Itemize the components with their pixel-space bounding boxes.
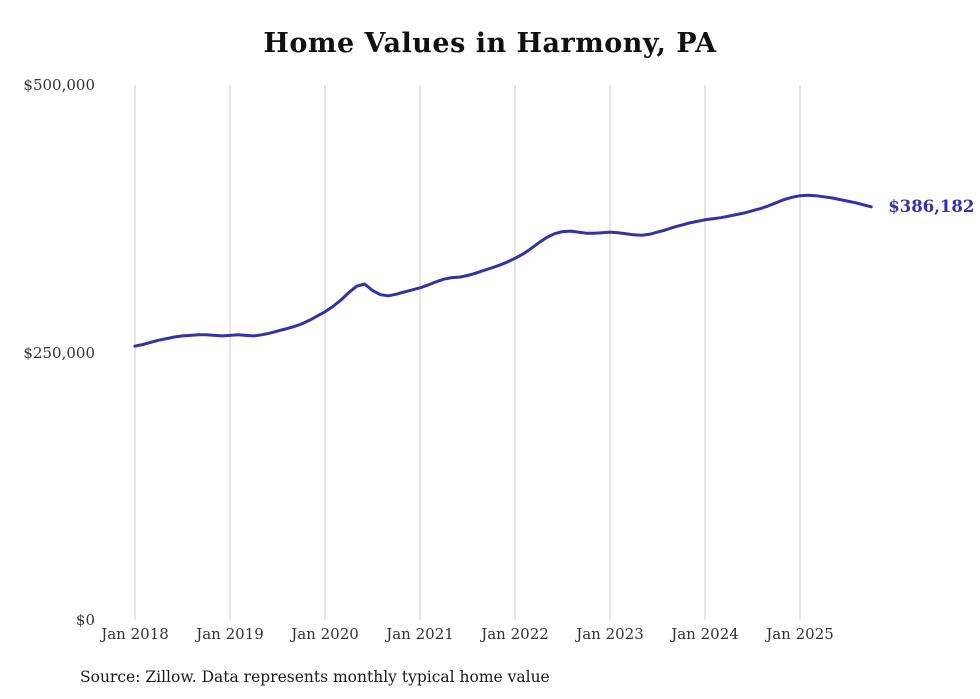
home-value-line bbox=[133, 193, 873, 348]
x-tick-label: Jan 2019 bbox=[196, 625, 264, 643]
x-tick-label: Jan 2023 bbox=[576, 625, 644, 643]
x-tick-label: Jan 2018 bbox=[101, 625, 169, 643]
latest-value-label: $386,182 bbox=[888, 196, 975, 216]
source-note: Source: Zillow. Data represents monthly … bbox=[80, 668, 550, 686]
x-tick-label: Jan 2025 bbox=[766, 625, 834, 643]
x-tick-label: Jan 2021 bbox=[386, 625, 454, 643]
x-tick-label: Jan 2022 bbox=[481, 625, 549, 643]
x-tick-label: Jan 2020 bbox=[291, 625, 359, 643]
y-tick-label: $250,000 bbox=[23, 343, 95, 362]
y-tick-label: $500,000 bbox=[23, 76, 95, 94]
y-tick-label: $0 bbox=[75, 611, 95, 629]
x-tick-label: Jan 2024 bbox=[671, 625, 739, 643]
gridline-group bbox=[134, 85, 801, 620]
chart-title: Home Values in Harmony, PA bbox=[263, 28, 717, 59]
